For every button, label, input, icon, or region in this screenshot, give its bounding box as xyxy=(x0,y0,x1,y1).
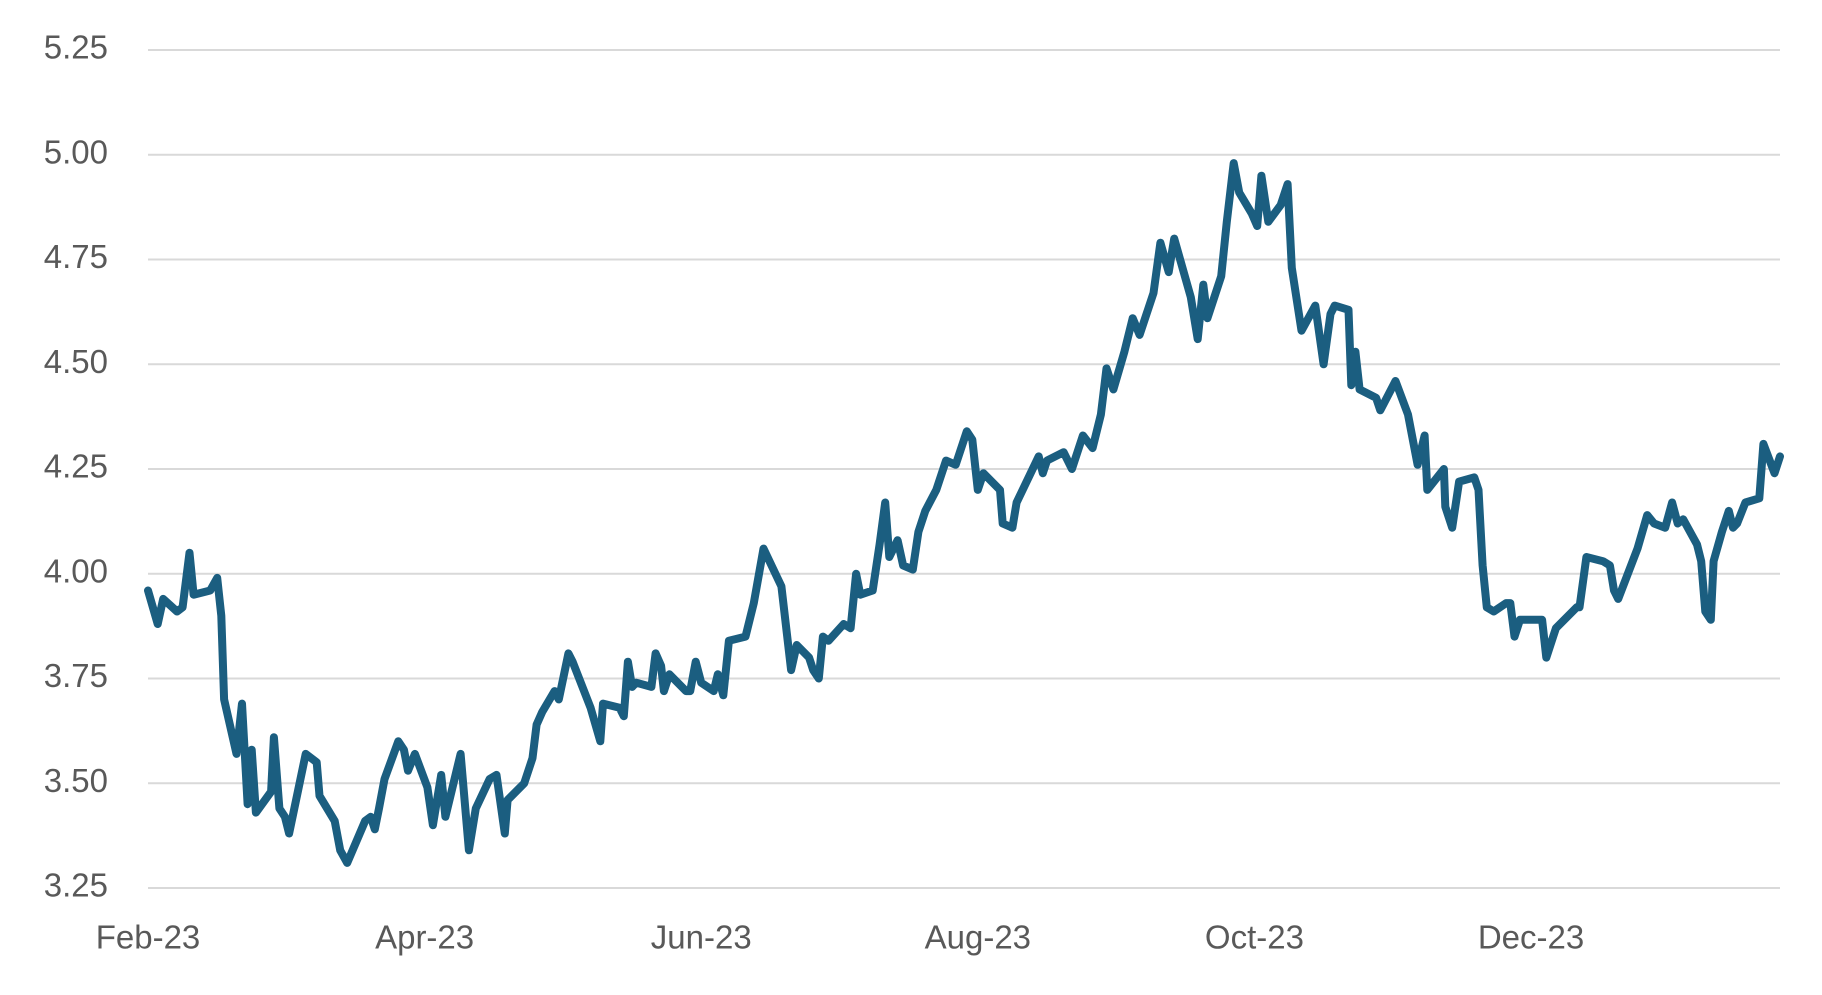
data-line xyxy=(144,159,1784,867)
x-tick-label: Dec-23 xyxy=(1478,919,1584,956)
y-tick-label: 3.75 xyxy=(44,657,108,694)
x-tick-label: Feb-23 xyxy=(96,919,201,956)
x-tick-label: Aug-23 xyxy=(925,919,1031,956)
y-tick-label: 4.25 xyxy=(44,448,108,485)
x-tick-label: Jun-23 xyxy=(651,919,752,956)
y-tick-label: 4.50 xyxy=(44,343,108,380)
y-tick-label: 3.25 xyxy=(44,867,108,904)
y-tick-label: 3.50 xyxy=(44,762,108,799)
y-tick-label: 4.00 xyxy=(44,552,108,589)
y-tick-label: 5.25 xyxy=(44,29,108,66)
x-tick-label: Apr-23 xyxy=(375,919,474,956)
x-tick-label: Oct-23 xyxy=(1205,919,1304,956)
y-tick-label: 4.75 xyxy=(44,238,108,275)
y-tick-label: 5.00 xyxy=(44,133,108,170)
